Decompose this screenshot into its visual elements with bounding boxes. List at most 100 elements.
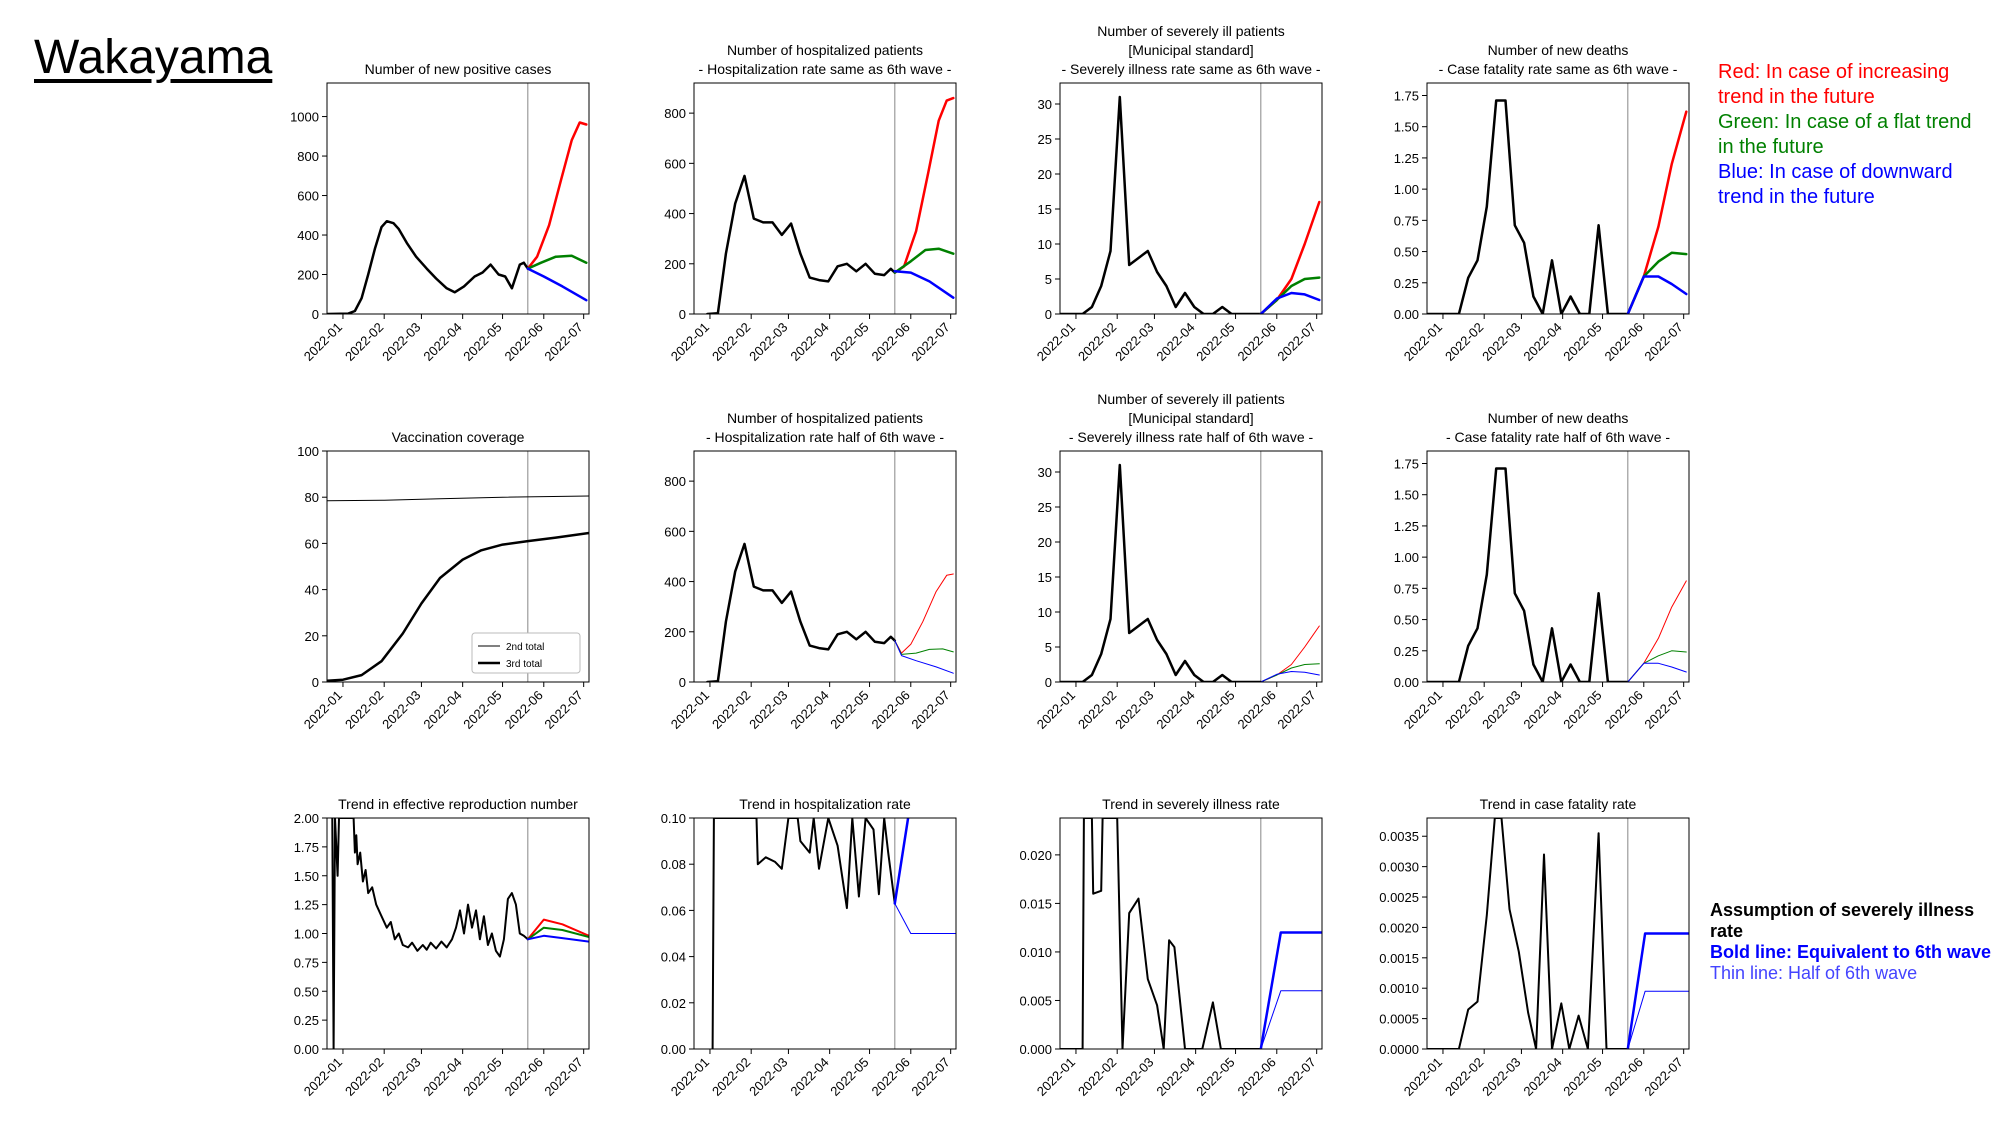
- chart-title-line: Trend in case fatality rate: [1480, 796, 1637, 812]
- series-line-red: [1627, 580, 1687, 682]
- x-tick-label: 2022-06: [502, 688, 546, 732]
- y-tick-label: 15: [1038, 202, 1052, 217]
- y-tick-label: 60: [305, 536, 319, 551]
- chart-title-line: - Case fatality rate half of 6th wave -: [1446, 429, 1670, 445]
- y-tick-label: 0.50: [1394, 245, 1419, 260]
- y-tick-label: 800: [664, 106, 686, 121]
- series-line-green: [894, 640, 954, 655]
- series-line-red: [1626, 110, 1688, 314]
- y-tick-label: 5: [1045, 640, 1052, 655]
- series-line-black: [706, 542, 897, 682]
- y-tick-label: 1.50: [1394, 488, 1419, 503]
- series-line-black: [327, 495, 589, 502]
- y-tick-label: 10: [1038, 605, 1052, 620]
- plot-frame: [693, 450, 957, 683]
- x-tick-label: 2022-03: [379, 1055, 423, 1099]
- x-tick-label: 2022-02: [709, 688, 753, 732]
- chart-title-line: Number of new deaths: [1488, 410, 1629, 426]
- x-tick-label: 2022-05: [1560, 320, 1604, 364]
- y-tick-label: 1.25: [1394, 519, 1419, 534]
- x-tick-label: 2022-05: [1193, 688, 1237, 732]
- series-line-black: [1060, 818, 1262, 1049]
- y-tick-label: 0.00: [1394, 675, 1419, 690]
- x-tick-label: 2022-06: [1602, 1055, 1646, 1099]
- x-tick-label: 2022-05: [460, 688, 504, 732]
- x-tick-label: 2022-04: [787, 320, 831, 364]
- chart-effective-reproduction: Trend in effective reproduction number 0.…: [294, 796, 590, 1099]
- y-tick-label: 0.25: [294, 1013, 319, 1028]
- chart-vaccination: Vaccination coverage0204060801002022-012…: [297, 429, 590, 732]
- y-tick-label: 1.75: [294, 840, 319, 855]
- x-tick-label: 2022-06: [869, 320, 913, 364]
- chart-severely-ill-6th: Number of severely ill patients [Municipa…: [1034, 23, 1323, 364]
- series-line-blue: [894, 640, 954, 674]
- x-tick-label: 2022-02: [1075, 688, 1119, 732]
- x-tick-label: 2022-04: [420, 320, 464, 364]
- chart-title-line: - Hospitalization rate half of 6th wave …: [706, 429, 944, 445]
- x-tick-label: 2022-05: [827, 320, 871, 364]
- y-tick-label: 5: [1045, 272, 1052, 287]
- x-tick-label: 2022-06: [1235, 320, 1279, 364]
- x-tick-label: 2022-04: [1520, 320, 1564, 364]
- y-tick-label: 0.50: [294, 984, 319, 999]
- x-tick-label: 2022-06: [869, 1055, 913, 1099]
- x-tick-label: 2022-07: [908, 320, 952, 364]
- y-tick-label: 600: [664, 524, 686, 539]
- y-tick-label: 0.25: [1394, 276, 1419, 291]
- x-tick-label: 2022-05: [1560, 1055, 1604, 1099]
- x-tick-label: 2022-01: [668, 1055, 712, 1099]
- y-tick-label: 1.50: [1394, 120, 1419, 135]
- y-tick-label: 400: [664, 575, 686, 590]
- y-tick-label: 800: [664, 474, 686, 489]
- series-line-blue: [1259, 291, 1321, 314]
- chart-title-line: Number of new positive cases: [365, 61, 552, 77]
- series-line-black: [711, 818, 896, 1049]
- y-tick-label: 0.0005: [1379, 1012, 1419, 1027]
- series-line-blue: [526, 267, 588, 302]
- y-tick-label: 100: [297, 444, 319, 459]
- x-tick-label: 2022-07: [541, 320, 585, 364]
- assumption-bold: Bold line: Equivalent to 6th wave: [1710, 942, 1992, 962]
- series-line-blue: [526, 934, 589, 943]
- y-tick-label: 1.50: [294, 869, 319, 884]
- chart-title-line: - Severely illness rate half of 6th wave…: [1069, 429, 1314, 445]
- chart-title-line: Trend in hospitalization rate: [739, 796, 911, 812]
- y-tick-label: 0.0020: [1379, 920, 1419, 935]
- x-tick-label: 2022-05: [460, 320, 504, 364]
- y-tick-label: 0.06: [661, 903, 686, 918]
- x-tick-label: 2022-03: [1112, 688, 1156, 732]
- x-tick-label: 2022-04: [1520, 688, 1564, 732]
- chart-title-line: [Municipal standard]: [1128, 410, 1253, 426]
- y-tick-label: 800: [297, 149, 319, 164]
- series-line-green: [1626, 251, 1688, 314]
- y-tick-label: 2.00: [294, 811, 319, 826]
- y-tick-label: 0.25: [1394, 644, 1419, 659]
- y-tick-label: 600: [297, 189, 319, 204]
- y-tick-label: 1000: [290, 110, 319, 125]
- x-tick-label: 2022-01: [668, 320, 712, 364]
- x-tick-label: 2022-05: [827, 1055, 871, 1099]
- assumption-thin: Thin line: Half of 6th wave: [1710, 963, 1918, 983]
- y-tick-label: 0.75: [1394, 581, 1419, 596]
- plot-frame: [693, 817, 957, 1050]
- series-line-green: [1627, 650, 1687, 682]
- series-line-blue: [893, 818, 910, 905]
- x-tick-label: 2022-07: [908, 1055, 952, 1099]
- x-tick-label: 2022-04: [1153, 320, 1197, 364]
- x-tick-label: 2022-02: [342, 688, 386, 732]
- x-tick-label: 2022-03: [1112, 320, 1156, 364]
- y-tick-label: 1.75: [1394, 456, 1419, 471]
- x-tick-label: 2022-01: [1034, 688, 1078, 732]
- y-tick-label: 0.00: [1394, 307, 1419, 322]
- x-tick-label: 2022-03: [1479, 688, 1523, 732]
- x-tick-label: 2022-01: [1401, 1055, 1445, 1099]
- chart-title-line: Number of severely ill patients: [1097, 23, 1285, 39]
- series-line-red: [526, 121, 588, 270]
- y-tick-label: 0.000: [1019, 1042, 1052, 1057]
- x-tick-label: 2022-06: [502, 1055, 546, 1099]
- y-tick-label: 1.00: [1394, 550, 1419, 565]
- series-line-black: [1060, 95, 1263, 314]
- y-tick-label: 0.75: [1394, 213, 1419, 228]
- y-tick-label: 0.0015: [1379, 951, 1419, 966]
